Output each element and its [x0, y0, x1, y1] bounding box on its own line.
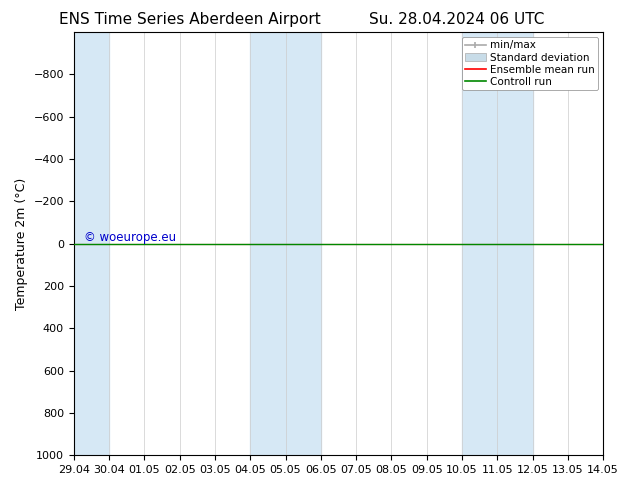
Y-axis label: Temperature 2m (°C): Temperature 2m (°C) — [15, 177, 28, 310]
Legend: min/max, Standard deviation, Ensemble mean run, Controll run: min/max, Standard deviation, Ensemble me… — [462, 37, 598, 90]
Text: ENS Time Series Aberdeen Airport: ENS Time Series Aberdeen Airport — [60, 12, 321, 27]
Text: Su. 28.04.2024 06 UTC: Su. 28.04.2024 06 UTC — [369, 12, 544, 27]
Text: © woeurope.eu: © woeurope.eu — [84, 231, 176, 244]
Bar — [250, 32, 321, 455]
Bar — [462, 32, 533, 455]
Bar — [74, 32, 109, 455]
